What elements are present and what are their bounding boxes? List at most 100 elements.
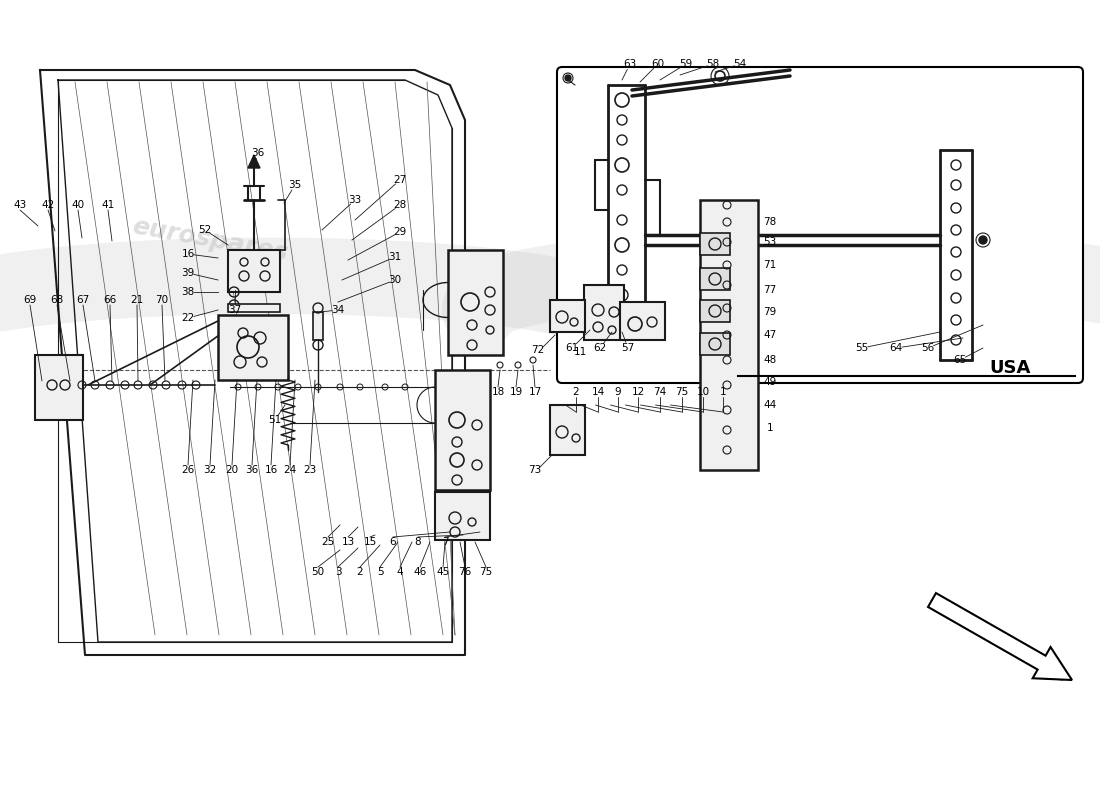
Text: 47: 47	[763, 330, 777, 340]
Text: 69: 69	[23, 295, 36, 305]
Text: 29: 29	[394, 227, 407, 237]
Text: 18: 18	[492, 387, 505, 397]
Bar	[218, 315, 288, 380]
Text: 50: 50	[311, 567, 324, 577]
Text: USA: USA	[989, 359, 1031, 377]
Text: 17: 17	[528, 387, 541, 397]
Text: 49: 49	[763, 377, 777, 387]
Text: 45: 45	[437, 567, 450, 577]
Circle shape	[979, 236, 987, 244]
Text: 9: 9	[615, 387, 622, 397]
Text: 48: 48	[763, 355, 777, 365]
Text: 75: 75	[675, 387, 689, 397]
Circle shape	[565, 75, 571, 81]
Bar	[434, 492, 490, 540]
Text: 41: 41	[101, 200, 114, 210]
Text: 61: 61	[565, 343, 579, 353]
Text: 35: 35	[288, 180, 301, 190]
Text: 23: 23	[304, 465, 317, 475]
Bar	[228, 304, 280, 312]
Text: 75: 75	[480, 567, 493, 577]
Bar	[620, 302, 666, 340]
Text: 10: 10	[696, 387, 710, 397]
Polygon shape	[928, 593, 1072, 680]
Text: 6: 6	[389, 537, 396, 547]
Text: 56: 56	[922, 343, 935, 353]
Text: 55: 55	[856, 343, 869, 353]
Text: 54: 54	[734, 59, 747, 69]
Text: 33: 33	[349, 195, 362, 205]
Text: 8: 8	[415, 537, 421, 547]
Text: eurospares: eurospares	[620, 214, 780, 266]
Text: 79: 79	[763, 307, 777, 317]
Bar	[700, 200, 758, 470]
Text: 77: 77	[763, 285, 777, 295]
Text: 65: 65	[954, 355, 967, 365]
Text: 1: 1	[767, 423, 773, 433]
Text: 39: 39	[182, 268, 195, 278]
Text: 42: 42	[42, 200, 55, 210]
Text: 66: 66	[103, 295, 117, 305]
Text: 14: 14	[592, 387, 605, 397]
Bar	[550, 300, 585, 332]
Text: 19: 19	[509, 387, 522, 397]
Text: 30: 30	[388, 275, 401, 285]
Text: 37: 37	[229, 305, 242, 315]
Text: 15: 15	[363, 537, 376, 547]
Text: 24: 24	[284, 465, 297, 475]
Text: 40: 40	[72, 200, 85, 210]
Bar	[584, 285, 624, 340]
Text: 7: 7	[442, 537, 449, 547]
Text: 21: 21	[131, 295, 144, 305]
Text: 2: 2	[573, 387, 580, 397]
Text: 71: 71	[763, 260, 777, 270]
Text: 68: 68	[51, 295, 64, 305]
Text: 38: 38	[182, 287, 195, 297]
Text: 31: 31	[388, 252, 401, 262]
Text: 22: 22	[182, 313, 195, 323]
Text: 44: 44	[763, 400, 777, 410]
Text: 64: 64	[890, 343, 903, 353]
Bar	[314, 312, 323, 340]
Text: 72: 72	[531, 345, 544, 355]
Text: 3: 3	[334, 567, 341, 577]
Bar	[228, 250, 280, 292]
Text: 5: 5	[376, 567, 383, 577]
Text: 62: 62	[593, 343, 606, 353]
Text: 11: 11	[573, 347, 586, 357]
Text: 25: 25	[321, 537, 334, 547]
Text: 1: 1	[719, 387, 726, 397]
Text: 13: 13	[341, 537, 354, 547]
Bar	[700, 300, 730, 322]
Text: 4: 4	[397, 567, 404, 577]
Text: 57: 57	[621, 343, 635, 353]
Bar	[448, 250, 503, 355]
Text: 52: 52	[198, 225, 211, 235]
Text: 36: 36	[252, 148, 265, 158]
Text: 32: 32	[204, 465, 217, 475]
Text: 67: 67	[76, 295, 89, 305]
Text: 53: 53	[763, 237, 777, 247]
Text: 60: 60	[651, 59, 664, 69]
Text: 16: 16	[182, 249, 195, 259]
Text: 43: 43	[13, 200, 26, 210]
Text: 76: 76	[459, 567, 472, 577]
Bar	[434, 370, 490, 490]
Text: 27: 27	[394, 175, 407, 185]
Text: 51: 51	[268, 415, 282, 425]
Text: 26: 26	[182, 465, 195, 475]
Text: 63: 63	[624, 59, 637, 69]
Bar	[700, 233, 730, 255]
Text: 46: 46	[414, 567, 427, 577]
FancyBboxPatch shape	[557, 67, 1084, 383]
Text: 73: 73	[528, 465, 541, 475]
Bar	[700, 333, 730, 355]
Text: eurospares: eurospares	[130, 214, 290, 266]
Text: 20: 20	[226, 465, 239, 475]
Text: 36: 36	[245, 465, 258, 475]
Text: 74: 74	[653, 387, 667, 397]
Text: 28: 28	[394, 200, 407, 210]
Text: 59: 59	[680, 59, 693, 69]
Text: 16: 16	[264, 465, 277, 475]
Text: 2: 2	[356, 567, 363, 577]
